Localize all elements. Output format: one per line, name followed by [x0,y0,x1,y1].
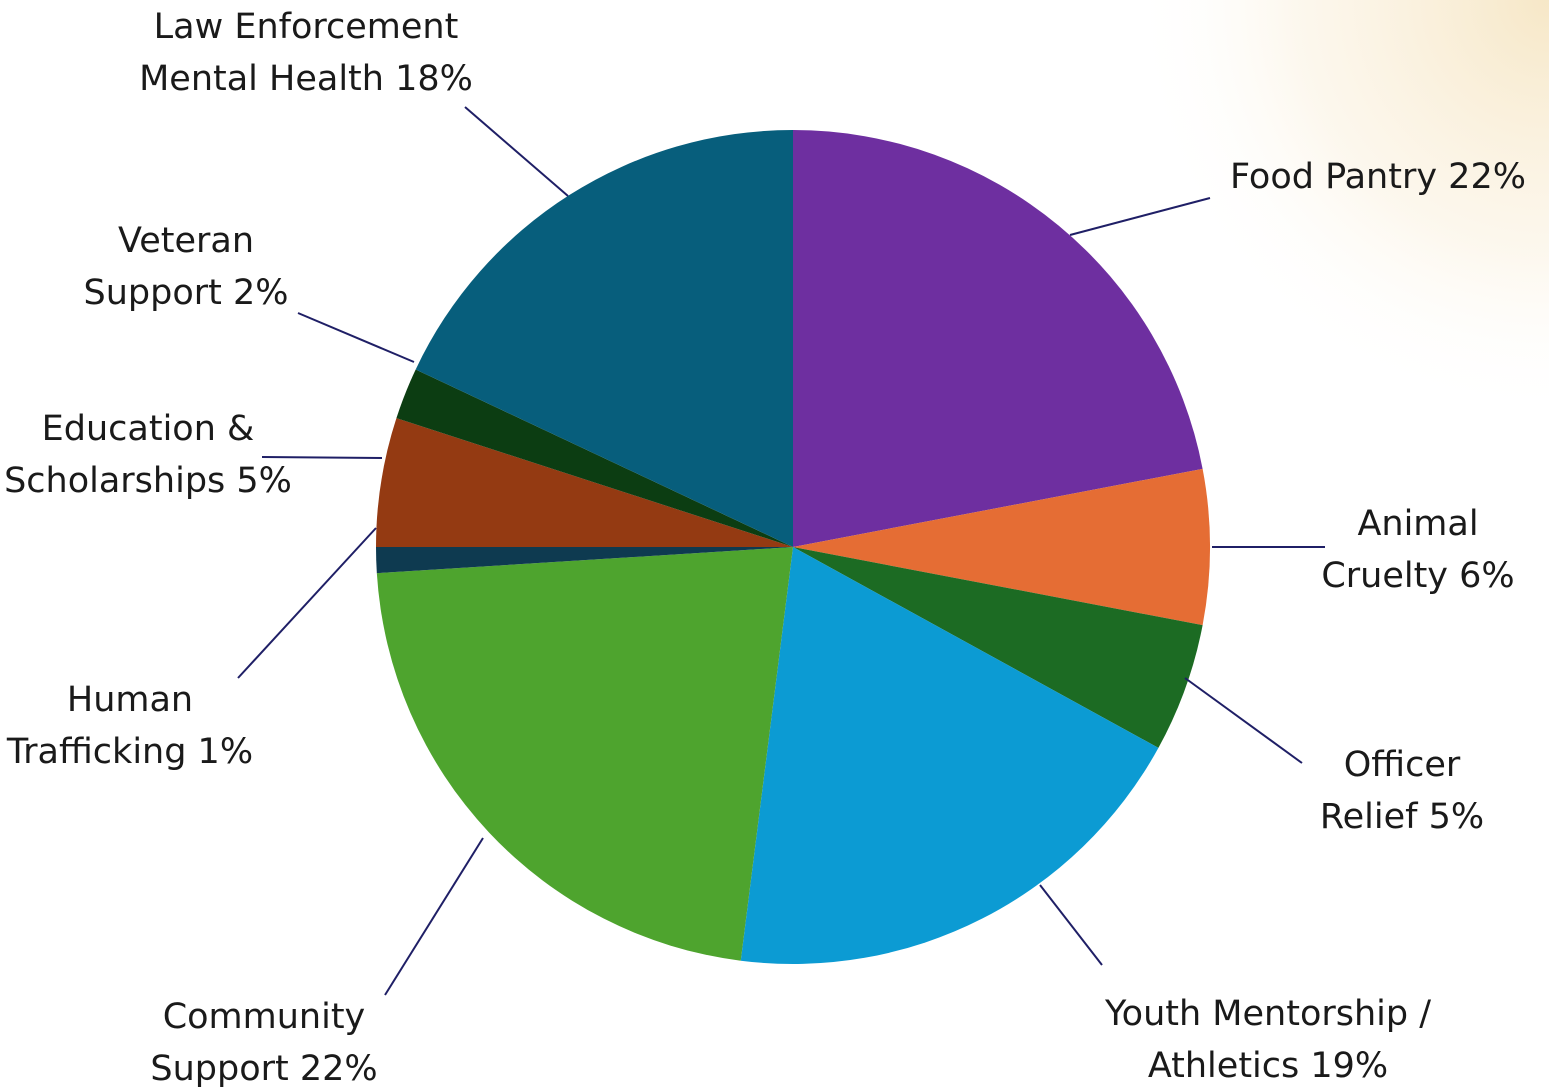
leader-line [1069,197,1211,236]
slice-label-line: Law Enforcement [154,7,459,47]
pie-slice [415,130,793,547]
slice-label: Human Trafficking 1% [6,680,253,772]
pie-slice [396,369,793,547]
slice-label-line: Education & [42,409,255,449]
slice-label: Veteran Support 2% [83,221,288,313]
slice-label-line: Mental Health 18% [139,59,473,99]
pie-slice [376,418,793,547]
leader-line [1039,884,1103,966]
leader-line [297,312,415,363]
leader-line [384,837,484,996]
slice-label-line: Animal [1357,504,1478,544]
slice-label: Education & Scholarships 5% [4,409,292,501]
pie-slice [376,547,793,961]
slice-label-line: Community [163,997,366,1037]
slice-label: Officer Relief 5% [1320,745,1484,837]
pie-slice [793,468,1210,626]
slice-label-line: Cruelty 6% [1321,556,1514,596]
slice-label-line: Trafficking 1% [6,732,253,772]
pie-slice [376,547,793,574]
slice-label-line: Relief 5% [1320,797,1484,837]
leader-line [261,456,383,459]
leader-line [464,106,569,197]
slice-label-line: Officer [1344,745,1461,785]
slice-label-line: Veteran [118,221,254,261]
leader-line [1184,677,1303,764]
slice-label-line: Support 22% [150,1049,377,1087]
slice-label-line: Support 2% [83,273,288,313]
slice-label: Community Support 22% [150,997,377,1087]
slice-label-line: Scholarships 5% [4,461,292,501]
slice-label: Law Enforcement Mental Health 18% [139,7,473,99]
slice-label-line: Athletics 19% [1148,1046,1388,1086]
pie-slice [793,130,1203,547]
slice-label: Youth Mentorship / Athletics 19% [1104,994,1431,1086]
leader-line [237,527,377,679]
slice-label-line: Food Pantry 22% [1230,157,1526,197]
pie-slice [740,547,1159,965]
pie-slice [793,547,1203,748]
slice-label-line: Human [67,680,193,720]
slice-label: Animal Cruelty 6% [1321,504,1514,596]
slice-label-line: Youth Mentorship / [1104,994,1431,1034]
slice-label: Food Pantry 22% [1230,157,1526,197]
